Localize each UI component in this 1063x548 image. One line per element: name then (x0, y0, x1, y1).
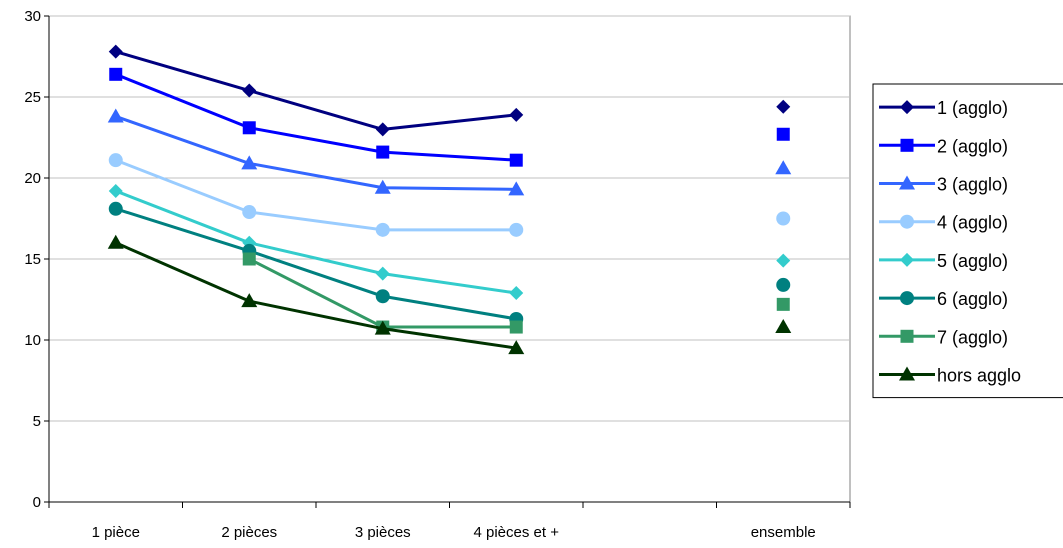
series-line (115, 207, 517, 321)
legend-marker (900, 291, 914, 306)
legend-item: 5 (agglo) (879, 251, 1008, 271)
legend-label: 5 (agglo) (937, 251, 1008, 271)
legend-label: 2 (agglo) (937, 136, 1008, 156)
legend-label: 4 (agglo) (937, 213, 1008, 233)
x-tick-label: ensemble (751, 524, 816, 541)
legend-item: hors agglo (879, 366, 1021, 386)
series-line (115, 189, 517, 295)
data-point (509, 320, 523, 334)
data-point (109, 67, 123, 81)
series-line (115, 115, 517, 191)
data-point (242, 205, 257, 220)
x-tick-label: 3 pièces (355, 524, 411, 541)
data-point (776, 211, 791, 226)
legend-item: 1 (agglo) (879, 98, 1008, 118)
data-point (241, 155, 258, 170)
data-point (776, 127, 790, 141)
data-point (242, 121, 256, 135)
data-point (509, 107, 524, 122)
legend-item: 7 (agglo) (879, 327, 1008, 347)
data-point (508, 181, 525, 196)
legend-item: 4 (agglo) (879, 213, 1008, 233)
legend: 1 (agglo) 2 (agglo) 3 (agglo) 4 (agglo) 5 (a… (872, 83, 1063, 399)
data-point (508, 340, 525, 355)
data-point (242, 252, 256, 266)
y-tick-label: 20 (24, 170, 41, 187)
y-tick-label: 30 (24, 8, 41, 25)
series-4 (108, 153, 791, 237)
legend-box (872, 83, 1063, 399)
series-1 (108, 44, 791, 137)
y-tick-label: 25 (24, 89, 41, 106)
x-tick-label: 4 pièces et + (474, 524, 560, 541)
data-point (509, 222, 524, 237)
legend-marker (900, 100, 914, 115)
series-line (115, 50, 517, 131)
legend-label: 6 (agglo) (937, 289, 1008, 309)
data-point (375, 122, 390, 137)
data-point (775, 160, 792, 175)
data-point (509, 153, 523, 167)
data-point (776, 297, 790, 311)
data-point (108, 201, 123, 216)
legend-marker (899, 175, 915, 190)
data-point (108, 44, 123, 59)
legend-label: 1 (agglo) (937, 98, 1008, 118)
plot-area: 0 5 10 15 20 25 30 1 pièce 2 pièces 3 pièces 4 piè… (24, 8, 851, 541)
y-tick-label: 15 (24, 251, 41, 268)
data-point (775, 319, 792, 334)
data-point (108, 153, 123, 168)
legend-marker (900, 214, 914, 229)
legend-item: 3 (agglo) (879, 175, 1008, 195)
legend-marker (899, 366, 915, 381)
y-tick-label: 5 (33, 413, 41, 430)
x-tick-label: 2 pièces (221, 524, 277, 541)
data-point (776, 253, 791, 268)
data-point (375, 266, 390, 281)
legend-label: 7 (agglo) (937, 327, 1008, 347)
y-tick-label: 10 (24, 332, 41, 349)
x-tick-label: 1 pièce (92, 524, 140, 541)
legend-marker (900, 329, 914, 343)
legend-item: 6 (agglo) (879, 289, 1008, 309)
legend-marker (900, 252, 914, 267)
series-2 (109, 67, 790, 167)
series-line (115, 72, 517, 162)
data-point (107, 234, 124, 249)
data-point (776, 277, 791, 292)
legend-marker (900, 138, 914, 152)
data-point (241, 293, 258, 308)
series-8 (107, 234, 792, 355)
data-point (107, 108, 124, 123)
data-point (374, 320, 391, 335)
data-point (374, 179, 391, 194)
legend-item: 2 (agglo) (879, 136, 1008, 156)
data-point (776, 99, 791, 114)
y-tick-label: 0 (33, 494, 41, 511)
series-line (115, 158, 517, 232)
legend-label: 3 (agglo) (937, 175, 1008, 195)
data-point (108, 183, 123, 198)
data-point (509, 286, 524, 301)
series-3 (107, 108, 792, 196)
data-point (375, 289, 390, 304)
data-point (242, 83, 257, 98)
legend-label: hors agglo (937, 366, 1021, 386)
data-point (376, 145, 390, 159)
data-point (375, 222, 390, 237)
series-line (115, 241, 517, 350)
